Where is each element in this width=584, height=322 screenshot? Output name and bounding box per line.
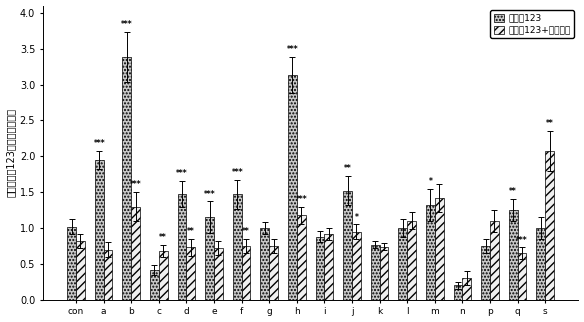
Bar (343, 191, 352, 300)
Text: ***: *** (204, 190, 215, 199)
Bar (537, 228, 545, 300)
Bar (123, 57, 131, 300)
Text: ***: *** (121, 20, 133, 29)
Text: **: ** (159, 233, 167, 242)
Text: ***: *** (130, 180, 141, 189)
Text: ***: *** (93, 139, 105, 148)
Bar (269, 246, 278, 300)
Bar (95, 160, 103, 300)
Y-axis label: 胆内罗丹明123的相对荆光强度: 胆内罗丹明123的相对荆光强度 (6, 108, 16, 197)
Bar (325, 234, 333, 300)
Text: **: ** (242, 227, 250, 236)
Text: **: ** (344, 165, 352, 174)
Bar (398, 228, 407, 300)
Bar (371, 244, 380, 300)
Text: ***: *** (231, 168, 243, 177)
Bar (380, 247, 388, 300)
Bar (178, 194, 186, 300)
Bar (315, 237, 325, 300)
Text: **: ** (509, 187, 517, 196)
Bar (407, 221, 416, 300)
Bar (545, 151, 554, 300)
Bar (426, 205, 435, 300)
Bar (297, 215, 305, 300)
Bar (352, 232, 361, 300)
Text: ***: *** (176, 169, 188, 178)
Bar (67, 227, 76, 300)
Bar (186, 247, 195, 300)
Text: *: * (354, 213, 359, 222)
Bar (150, 270, 159, 300)
Bar (131, 206, 140, 300)
Bar (233, 194, 242, 300)
Text: **: ** (546, 119, 554, 128)
Bar (76, 241, 85, 300)
Bar (205, 217, 214, 300)
Bar (435, 198, 444, 300)
Bar (288, 75, 297, 300)
Bar (454, 285, 463, 300)
Bar (242, 246, 251, 300)
Bar (463, 278, 471, 300)
Text: **: ** (187, 227, 194, 236)
Text: *: * (429, 177, 432, 186)
Bar (103, 250, 113, 300)
Bar (214, 248, 223, 300)
Bar (490, 221, 499, 300)
Bar (517, 253, 527, 300)
Text: ***: *** (296, 194, 307, 204)
Bar (509, 210, 517, 300)
Bar (159, 251, 168, 300)
Bar (260, 228, 269, 300)
Text: ***: *** (516, 236, 528, 244)
Bar (481, 246, 490, 300)
Text: ***: *** (287, 45, 298, 54)
Legend: 罗丹明123, 罗丹明123+维拉帕米: 罗丹明123, 罗丹明123+维拉帕米 (490, 10, 574, 38)
